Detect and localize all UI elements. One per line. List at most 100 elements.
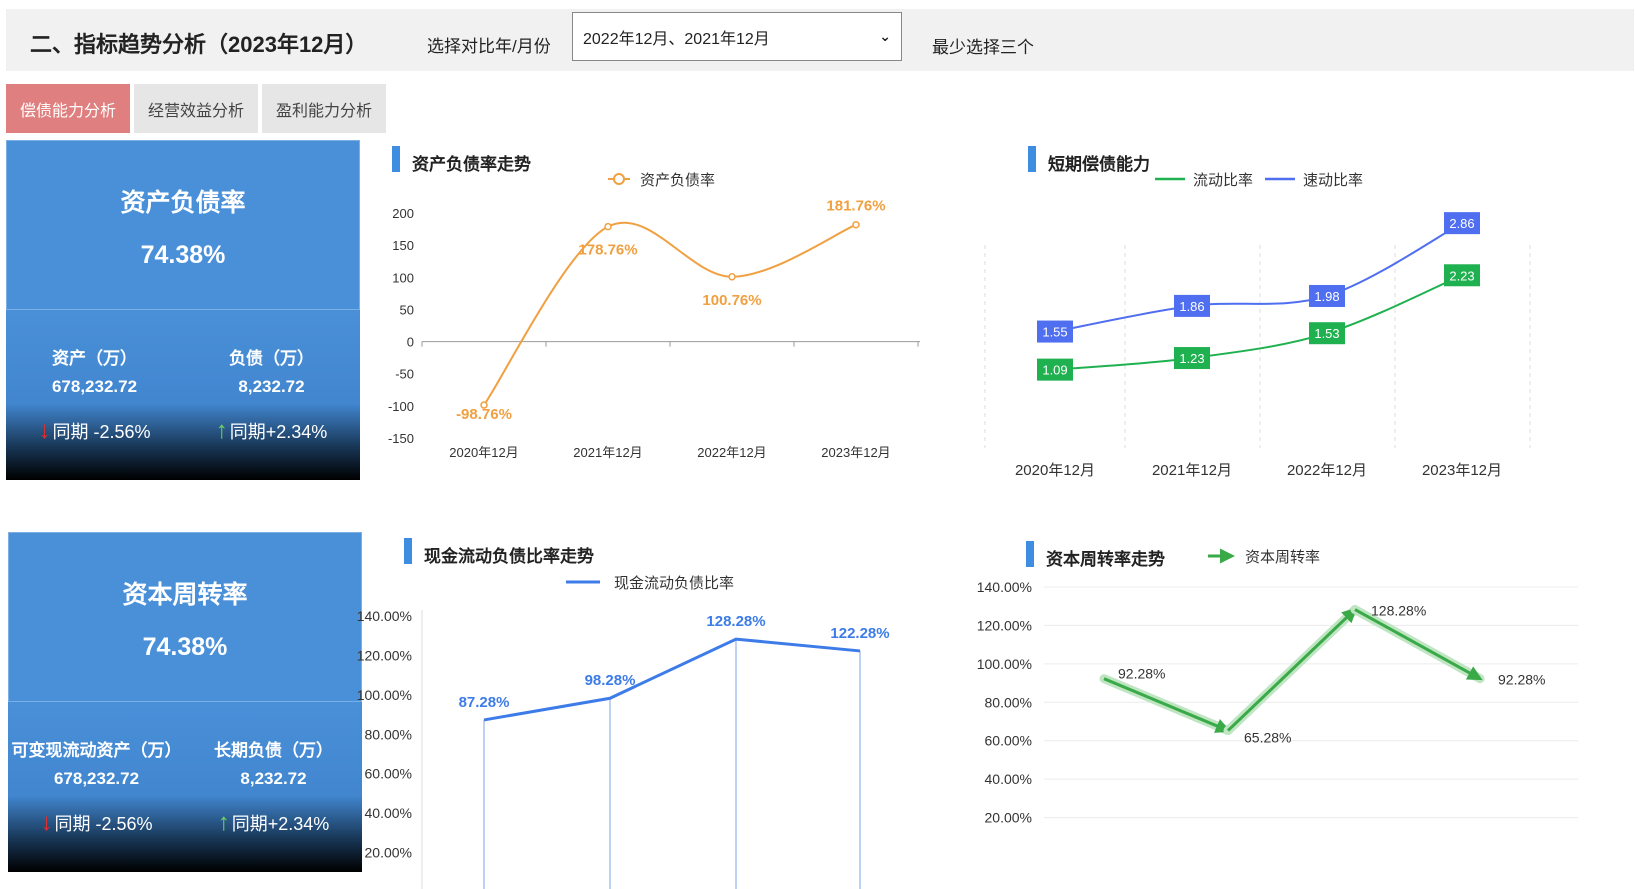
y-tick-label: 20.00% [985,810,1032,826]
section-title-short-term: 短期偿债能力 [1028,146,1150,175]
kpi-card-detail: 可变现流动资产（万） 678,232.72 ↓ 同期 -2.56% 长期负债（万）… [8,702,362,872]
legend-label: 现金流动负债比率 [614,575,734,592]
y-tick-label: 100.00% [357,687,412,703]
kpi-title: 资本周转率 [122,581,248,609]
data-point [852,220,860,229]
kpi-assets-yoy-text: 同期 -2.56% [52,422,151,442]
chart-cash-flow: 现金流动负债比率 140.00% 120.00% 100.00% 80.00% 60.00… [357,570,960,889]
series-line [483,221,857,406]
legend-label: 资产负债率 [640,172,715,189]
chevron-down-icon: ⌄ [879,28,891,44]
y-tick-label: 80.00% [985,694,1032,710]
data-point [728,273,736,281]
select-hint: 最少选择三个 [932,38,1034,57]
tab-profitability[interactable]: 盈利能力分析 [262,84,387,133]
x-tick-label: 2020年12月 [449,445,518,460]
page-title: 二、指标趋势分析（2023年12月） [30,32,368,57]
series-segment [1354,608,1483,681]
kpi-value: 74.38% [142,633,228,661]
y-tick-label: 60.00% [985,733,1032,749]
data-label-box [1309,284,1345,307]
y-tick-label: 120.00% [357,647,412,663]
series-line [1054,222,1463,333]
data-label: 1.53 [1314,326,1339,341]
kpi-liabilities-yoy: ↑ 同期+2.34% [183,417,360,445]
tab-solvency[interactable]: 偿债能力分析 [6,84,131,133]
data-label: 1.98 [1314,289,1339,304]
data-label-box [1174,294,1210,317]
data-label: -98.76% [456,406,512,423]
chart-debt-ratio: 资产负债率 200 150 100 50 0 -50 -100 -150 2020年12月 2021… [380,170,980,490]
y-tick-label: 20.00% [365,845,412,861]
data-label: 87.28% [459,694,510,711]
chart-capital-turnover: 资本周转率 140.00% 120.00% 100.00% 80.00% 60.00% 40… [977,548,1630,889]
kpi-liabilities-yoy-text: 同期+2.34% [229,422,328,442]
data-label-box [1174,347,1210,370]
arrow-down-icon: ↓ [38,417,51,444]
kpi-liabilities: 负债（万） 8,232.72 ↑ 同期+2.34% [183,344,360,445]
y-tick-label: 40.00% [365,805,412,821]
compare-label: 选择对比年/月份 [427,37,551,56]
kpi-long-term-debt-label: 长期负债（万） [214,741,333,760]
kpi-assets-label: 资产（万） [52,349,137,368]
x-tick-label: 2021年12月 [573,445,642,460]
y-tick-label: 200 [392,206,414,221]
tab-operating-efficiency[interactable]: 经营效益分析 [134,84,259,133]
kpi-liabilities-value: 8,232.72 [238,377,305,396]
kpi-liquid-assets-value: 678,232.72 [53,769,140,788]
legend-marker [613,173,625,185]
data-label-box [1444,264,1480,287]
arrow-up-icon: ↑ [215,417,228,444]
y-tick-label: 100 [392,270,414,285]
data-label-box [1037,358,1073,381]
y-tick-label: 80.00% [365,726,412,742]
data-label: 65.28% [1244,730,1291,746]
data-label: 1.09 [1042,363,1067,378]
y-tick-label: 50 [400,302,414,317]
kpi-assets: 资产（万） 678,232.72 ↓ 同期 -2.56% [6,344,183,445]
y-tick-label: 0 [407,335,414,350]
data-label: 2.86 [1449,216,1474,231]
chart-capital-turnover-svg: 资本周转率 140.00% 120.00% 100.00% 80.00% 60.00% 40… [977,548,1578,826]
kpi-long-term-debt-yoy: ↑ 同期+2.34% [185,809,362,837]
y-tick-label: 140.00% [357,608,412,624]
compare-period-select[interactable]: 2022年12月、2021年12月 ⌄ [572,12,902,61]
data-label: 100.76% [702,292,761,309]
series-segment [1103,677,1231,733]
data-point [604,222,612,231]
kpi-liquid-assets-yoy: ↓ 同期 -2.56% [8,809,185,837]
data-label: 181.76% [826,198,885,215]
series-line [1054,274,1463,371]
section-title-cash-flow: 现金流动负债比率走势 [404,538,594,567]
kpi-long-term-debt-yoy-text: 同期+2.34% [231,814,330,834]
kpi-title: 资产负债率 [120,189,246,217]
kpi-assets-value: 678,232.72 [51,377,138,396]
kpi-card-debt-ratio: 资产负债率 74.38% 资产（万） 678,232.72 ↓ 同期 -2.56%… [6,140,360,480]
series-line [483,637,861,722]
data-label: 178.76% [578,242,637,259]
data-point [480,401,488,409]
y-tick-label: -150 [388,431,414,446]
data-label: 2.23 [1449,268,1474,283]
y-tick-label: 150 [392,238,414,253]
kpi-liquid-assets: 可变现流动资产（万） 678,232.72 ↓ 同期 -2.56% [8,736,185,837]
kpi-value: 74.38% [140,241,226,269]
x-tick-label: 2020年12月 [1015,462,1095,479]
data-label: 128.28% [1371,603,1426,619]
x-tick-label: 2022年12月 [697,445,766,460]
y-tick-label: 120.00% [977,617,1032,633]
data-label: 1.55 [1042,325,1067,340]
data-label-box [1037,320,1073,343]
kpi-card-capital-turnover: 资本周转率 74.38% 可变现流动资产（万） 678,232.72 ↓ 同期 -… [8,532,362,872]
data-label: 1.86 [1179,299,1204,314]
kpi-assets-yoy: ↓ 同期 -2.56% [6,417,183,445]
kpi-card-header: 资产负债率 74.38% [6,140,360,310]
data-label: 128.28% [706,613,765,630]
x-tick-label: 2023年12月 [1422,462,1502,479]
kpi-long-term-debt-value: 8,232.72 [240,769,307,788]
legend-label: 速动比率 [1303,172,1363,189]
kpi-liabilities-label: 负债（万） [229,349,314,368]
chart-cash-flow-svg: 现金流动负债比率 140.00% 120.00% 100.00% 80.00% 60.00… [357,575,890,889]
chart-debt-ratio-svg: 资产负债率 200 150 100 50 0 -50 -100 -150 2020年12月 2021… [388,172,920,460]
y-tick-label: -50 [395,367,414,382]
